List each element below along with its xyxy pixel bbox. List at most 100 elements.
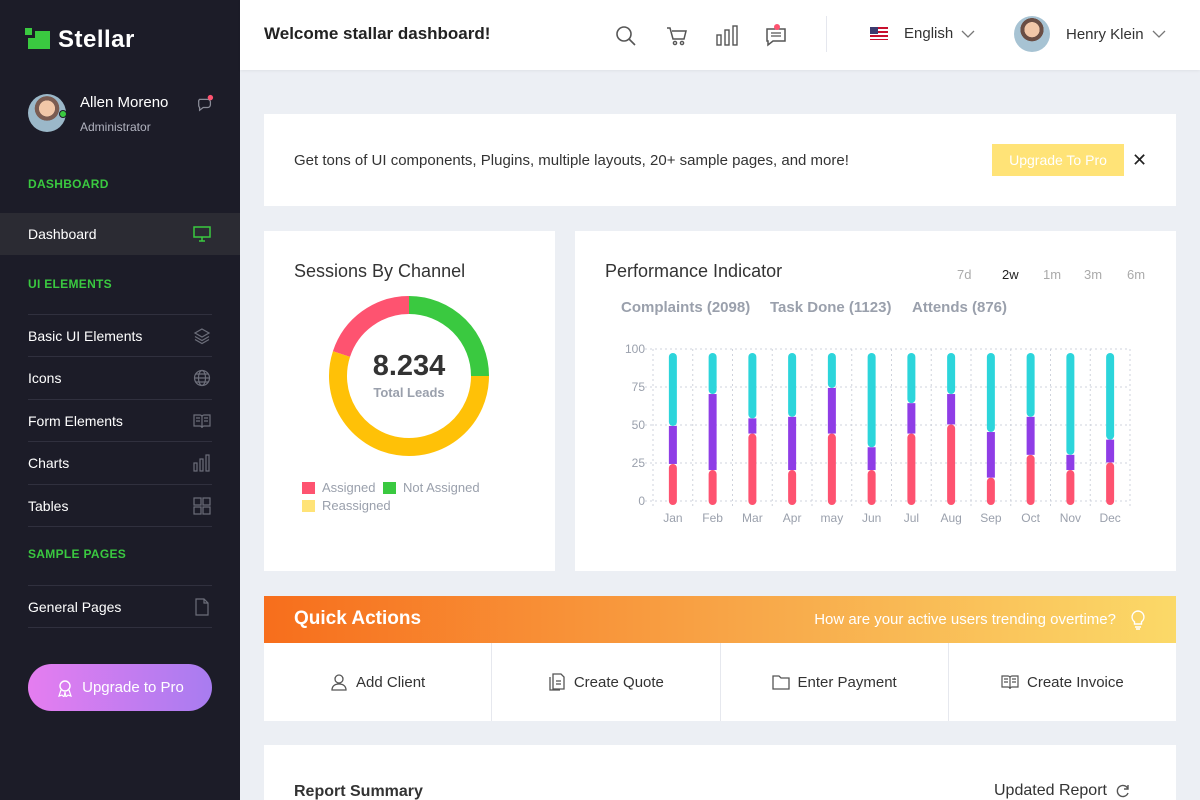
card-title: Sessions By Channel — [294, 261, 466, 281]
profile-name: Allen Moreno — [80, 94, 169, 111]
y-tick-label: 50 — [632, 418, 646, 432]
sidebar-item-label: Icons — [28, 369, 62, 386]
range-tabs: 7d 2w 1m 3m 6m — [957, 267, 1157, 283]
sidebar-upgrade-label: Upgrade to Pro — [82, 679, 184, 696]
sidebar-item-basic-ui[interactable]: Basic UI Elements — [28, 314, 212, 356]
sessions-donut-chart: 8.234 Total Leads — [329, 296, 489, 456]
sessions-card: Sessions By Channel 8.234 Total Leads As… — [264, 231, 555, 571]
x-tick-label: Jan — [663, 511, 682, 525]
enter-payment-button[interactable]: Enter Payment — [721, 643, 949, 721]
legend-attends: Attends (876) — [912, 299, 1008, 316]
bar-complaints-apr — [788, 470, 797, 505]
bar-complaints-oct — [1026, 454, 1035, 505]
user-icon — [331, 674, 347, 691]
bar-task-done-sep — [986, 432, 995, 478]
add-client-button[interactable]: Add Client — [264, 643, 493, 721]
x-tick-label: Sep — [980, 511, 1002, 525]
bar-task-done-dec — [1106, 439, 1115, 463]
sidebar-item-label: Dashboard — [28, 226, 97, 242]
message-icon[interactable] — [764, 24, 788, 48]
x-tick-label: Jul — [904, 511, 919, 525]
bar-task-done-aug — [947, 394, 956, 425]
bar-attends-feb — [708, 353, 717, 395]
y-tick-label: 25 — [632, 456, 646, 470]
refresh-icon — [1116, 784, 1129, 798]
document-icon — [549, 673, 565, 691]
sidebar-item-general-pages[interactable]: General Pages — [28, 585, 212, 627]
section-title-ui-elements: UI ELEMENTS — [28, 277, 112, 291]
chevron-down-icon — [961, 30, 975, 38]
chart-bars-icon[interactable] — [715, 24, 739, 48]
x-tick-label: Dec — [1099, 511, 1120, 525]
range-tab-6m[interactable]: 6m — [1127, 267, 1146, 282]
donut-slice-not-assigned — [408, 296, 489, 377]
avatar — [1014, 16, 1050, 52]
bar-complaints-jun — [867, 470, 876, 505]
online-status-icon — [59, 110, 67, 118]
divider — [28, 526, 212, 527]
bar-task-done-jun — [867, 447, 876, 471]
search-icon[interactable] — [614, 24, 638, 48]
sidebar-upgrade-button[interactable]: Upgrade to Pro — [28, 664, 212, 711]
close-icon[interactable]: ✕ — [1132, 150, 1148, 170]
quick-action-label: Add Client — [356, 673, 426, 691]
range-tab-2w[interactable]: 2w — [1002, 267, 1019, 282]
bar-attends-may — [827, 353, 836, 388]
donut-total-label: Total Leads — [373, 385, 444, 400]
sidebar-item-form-elements[interactable]: Form Elements — [28, 399, 212, 441]
chevron-down-icon — [1152, 30, 1166, 38]
quick-action-label: Enter Payment — [797, 673, 897, 691]
sidebar-item-dashboard[interactable]: Dashboard — [0, 213, 240, 255]
range-tab-7d[interactable]: 7d — [957, 267, 972, 282]
donut-slice-reassigned — [329, 351, 489, 456]
y-tick-label: 0 — [638, 494, 645, 508]
sidebar: Stellar Allen Moreno Administrator DASHB… — [0, 0, 240, 800]
language-selector[interactable]: English — [870, 25, 975, 42]
legend-task-done: Task Done (1123) — [770, 299, 892, 316]
promo-banner: Get tons of UI components, Plugins, mult… — [264, 114, 1176, 206]
legend-item: Not Assigned — [383, 480, 480, 495]
bar-task-done-jul — [907, 403, 916, 434]
sidebar-item-charts[interactable]: Charts — [28, 441, 212, 483]
sidebar-item-label: Form Elements — [28, 412, 123, 429]
legend-swatch — [302, 499, 315, 512]
legend-swatch — [383, 481, 396, 494]
user-name: Henry Klein — [1066, 25, 1144, 43]
bar-attends-jun — [867, 353, 876, 448]
bar-attends-aug — [947, 353, 956, 395]
bar-complaints-may — [827, 433, 836, 505]
sidebar-item-label: Charts — [28, 454, 70, 471]
bar-attends-mar — [748, 353, 757, 419]
x-tick-label: Jun — [862, 511, 881, 525]
bar-attends-nov — [1066, 353, 1075, 455]
divider — [826, 16, 827, 52]
sidebar-item-label: Basic UI Elements — [28, 327, 143, 344]
performance-bar-chart: 0 25 50 75 100 Jan Feb Mar Apr may Jun Jul Aug Sep Oct… — [625, 342, 1131, 525]
bar-complaints-aug — [947, 424, 956, 505]
chat-icon[interactable] — [196, 94, 214, 112]
book-icon — [1001, 675, 1019, 690]
upgrade-button[interactable]: Upgrade To Pro — [992, 144, 1124, 176]
cart-icon[interactable] — [665, 24, 689, 48]
create-invoice-button[interactable]: Create Invoice — [949, 643, 1176, 721]
sidebar-profile[interactable]: Allen Moreno Administrator — [28, 92, 214, 136]
create-quote-button[interactable]: Create Quote — [492, 643, 721, 721]
user-menu[interactable]: Henry Klein — [1014, 16, 1166, 52]
sidebar-item-icons[interactable]: Icons — [28, 356, 212, 398]
updated-report-link[interactable]: Updated Report — [994, 782, 1131, 800]
card-title: Report Summary — [294, 783, 423, 800]
bar-attends-jan — [668, 353, 677, 426]
bar-task-done-feb — [708, 394, 717, 471]
divider — [28, 627, 212, 628]
sidebar-item-tables[interactable]: Tables — [28, 484, 212, 526]
range-tab-3m[interactable]: 3m — [1084, 267, 1103, 282]
range-tab-1m[interactable]: 1m — [1043, 267, 1062, 282]
lightbulb-icon[interactable] — [1130, 610, 1146, 630]
bar-task-done-mar — [748, 418, 757, 434]
legend-swatch — [302, 481, 315, 494]
legend-item: Assigned — [302, 480, 375, 495]
app-logo[interactable]: Stellar — [25, 26, 135, 54]
bar-task-done-may — [827, 387, 836, 434]
legend-label: Not Assigned — [403, 480, 480, 495]
logo-icon — [25, 28, 50, 49]
